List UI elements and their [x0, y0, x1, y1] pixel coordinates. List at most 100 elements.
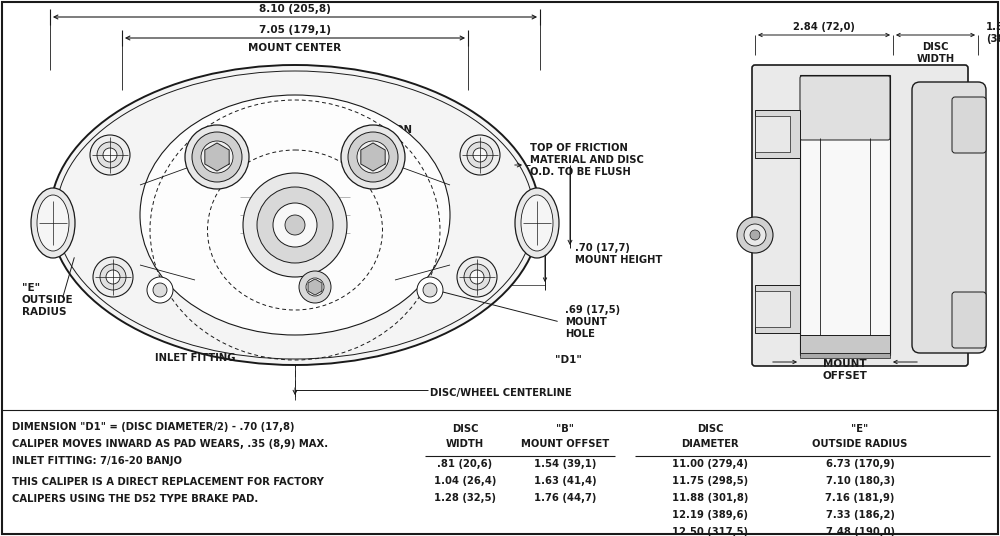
- FancyBboxPatch shape: [952, 292, 986, 348]
- Circle shape: [93, 257, 133, 297]
- Ellipse shape: [37, 195, 69, 251]
- Text: 2.84 (72,0): 2.84 (72,0): [793, 22, 855, 32]
- Text: DISC: DISC: [922, 42, 949, 52]
- Circle shape: [460, 135, 500, 175]
- Circle shape: [457, 257, 497, 297]
- Text: O.D. TO BE FLUSH: O.D. TO BE FLUSH: [530, 167, 631, 177]
- Text: 7.05 (179,1): 7.05 (179,1): [259, 25, 331, 35]
- Circle shape: [473, 148, 487, 162]
- Text: INLET FITTING: 7/16-20 BANJO: INLET FITTING: 7/16-20 BANJO: [12, 456, 182, 466]
- Text: 7.10 (180,3): 7.10 (180,3): [826, 476, 895, 486]
- Text: 11.00 (279,4): 11.00 (279,4): [672, 459, 748, 469]
- Circle shape: [100, 264, 126, 290]
- Circle shape: [423, 283, 437, 297]
- Polygon shape: [205, 143, 229, 171]
- Text: 1.63 (41,4): 1.63 (41,4): [534, 476, 596, 486]
- FancyBboxPatch shape: [800, 76, 890, 140]
- Text: 12.50 (317,5): 12.50 (317,5): [672, 527, 748, 536]
- Circle shape: [97, 142, 123, 168]
- Text: RADIUS: RADIUS: [22, 307, 66, 317]
- Text: .81 (20,6): .81 (20,6): [437, 459, 493, 469]
- Ellipse shape: [185, 125, 249, 189]
- Text: INLET FITTING: INLET FITTING: [155, 353, 235, 363]
- Bar: [755, 291, 790, 327]
- Text: OFFSET: OFFSET: [823, 371, 867, 381]
- Ellipse shape: [192, 132, 242, 182]
- Text: MOUNT CENTER: MOUNT CENTER: [248, 43, 342, 53]
- Text: 6.73 (170,9): 6.73 (170,9): [826, 459, 894, 469]
- Circle shape: [744, 224, 766, 246]
- Text: MOUNT: MOUNT: [565, 317, 607, 327]
- Text: MATERIAL AND DISC: MATERIAL AND DISC: [530, 155, 644, 165]
- Polygon shape: [308, 279, 322, 295]
- Text: 1.52: 1.52: [986, 22, 1000, 32]
- Circle shape: [273, 203, 317, 247]
- Text: "B": "B": [556, 424, 574, 434]
- Text: WIDTH: WIDTH: [916, 54, 955, 64]
- Text: DISC/WHEEL CENTERLINE: DISC/WHEEL CENTERLINE: [430, 388, 572, 398]
- Text: OUTSIDE: OUTSIDE: [22, 295, 74, 305]
- Ellipse shape: [357, 141, 389, 173]
- Text: 7.33 (186,2): 7.33 (186,2): [826, 510, 894, 520]
- Bar: [755, 285, 800, 333]
- Text: 11.88 (301,8): 11.88 (301,8): [672, 493, 748, 503]
- Circle shape: [153, 283, 167, 297]
- Bar: [755, 110, 800, 158]
- Bar: [755, 116, 790, 152]
- Text: "E": "E": [22, 283, 40, 293]
- Circle shape: [306, 278, 324, 296]
- Ellipse shape: [50, 65, 540, 365]
- Circle shape: [299, 271, 331, 303]
- Text: HOLE: HOLE: [565, 329, 595, 339]
- Text: 7.16 (181,9): 7.16 (181,9): [825, 493, 895, 503]
- Text: DISC: DISC: [452, 424, 478, 434]
- Circle shape: [467, 142, 493, 168]
- Text: MOUNT HEIGHT: MOUNT HEIGHT: [575, 255, 662, 265]
- Text: MOUNT OFFSET: MOUNT OFFSET: [521, 439, 609, 449]
- Circle shape: [737, 217, 773, 253]
- Text: CALIPER MOVES INWARD AS PAD WEARS, .35 (8,9) MAX.: CALIPER MOVES INWARD AS PAD WEARS, .35 (…: [12, 439, 328, 449]
- Circle shape: [90, 135, 130, 175]
- Circle shape: [106, 270, 120, 284]
- Text: WIDTH: WIDTH: [446, 439, 484, 449]
- Polygon shape: [361, 143, 385, 171]
- Circle shape: [103, 148, 117, 162]
- Text: 7.48 (190,0): 7.48 (190,0): [826, 527, 895, 536]
- Ellipse shape: [31, 188, 75, 258]
- Text: DISC: DISC: [697, 424, 723, 434]
- Text: (38,6): (38,6): [986, 34, 1000, 44]
- Ellipse shape: [521, 195, 553, 251]
- Text: 12.19 (389,6): 12.19 (389,6): [672, 510, 748, 520]
- Text: .69 (17,5): .69 (17,5): [565, 305, 620, 315]
- Text: .70 (17,7): .70 (17,7): [575, 243, 630, 253]
- Text: TOP OF FRICTION: TOP OF FRICTION: [530, 143, 628, 153]
- Text: 1.28 (32,5): 1.28 (32,5): [434, 493, 496, 503]
- Text: 1.04 (26,4): 1.04 (26,4): [434, 476, 496, 486]
- Text: OUTSIDE RADIUS: OUTSIDE RADIUS: [812, 439, 908, 449]
- Circle shape: [417, 277, 443, 303]
- FancyBboxPatch shape: [752, 65, 968, 366]
- Ellipse shape: [348, 132, 398, 182]
- Text: "B": "B": [836, 347, 854, 357]
- Bar: [800, 335, 890, 353]
- Text: 1.54 (39,1): 1.54 (39,1): [534, 459, 596, 469]
- Ellipse shape: [341, 125, 405, 189]
- Text: 8.10 (205,8): 8.10 (205,8): [259, 4, 331, 14]
- Text: PISTON: PISTON: [370, 125, 412, 135]
- Text: 1.76 (44,7): 1.76 (44,7): [534, 493, 596, 503]
- Circle shape: [285, 215, 305, 235]
- Circle shape: [750, 230, 760, 240]
- FancyBboxPatch shape: [952, 97, 986, 153]
- Circle shape: [243, 173, 347, 277]
- Bar: [800, 353, 890, 358]
- Bar: [800, 75, 890, 355]
- Text: DIAMETER: DIAMETER: [681, 439, 739, 449]
- FancyBboxPatch shape: [912, 82, 986, 353]
- Text: CALIPERS USING THE D52 TYPE BRAKE PAD.: CALIPERS USING THE D52 TYPE BRAKE PAD.: [12, 494, 258, 504]
- Text: MOUNT: MOUNT: [823, 359, 867, 369]
- Text: DIMENSION "D1" = (DISC DIAMETER/2) - .70 (17,8): DIMENSION "D1" = (DISC DIAMETER/2) - .70…: [12, 422, 294, 432]
- Ellipse shape: [201, 141, 233, 173]
- Circle shape: [470, 270, 484, 284]
- Text: "D1": "D1": [555, 355, 582, 365]
- Text: THIS CALIPER IS A DIRECT REPLACEMENT FOR FACTORY: THIS CALIPER IS A DIRECT REPLACEMENT FOR…: [12, 477, 324, 487]
